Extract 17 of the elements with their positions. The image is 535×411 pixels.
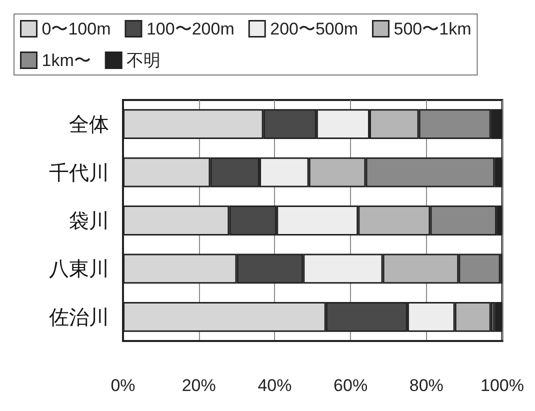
legend-label: 200〜500m [270,19,358,38]
legend-label: 1km〜 [42,50,91,70]
y-tick-label: 千代川 [49,160,109,184]
legend-label: 不明 [126,50,161,70]
y-tick-label: 袋川 [69,208,109,232]
y-tick-label: 全体 [69,112,109,136]
legend-label: 100〜200m [146,19,234,38]
legend-label: 500〜1km [394,19,472,38]
legend-label: 0〜100m [42,19,111,38]
x-tick-label: 80% [409,376,444,395]
y-tick-label: 佐治川 [49,304,109,329]
y-tick-label: 八東川 [49,256,109,281]
x-tick-label: 100% [480,376,524,395]
x-tick-label: 60% [334,376,368,395]
x-tick-label: 40% [258,376,292,395]
x-tick-label: 0% [110,376,136,395]
x-tick-label: 20% [182,376,216,395]
